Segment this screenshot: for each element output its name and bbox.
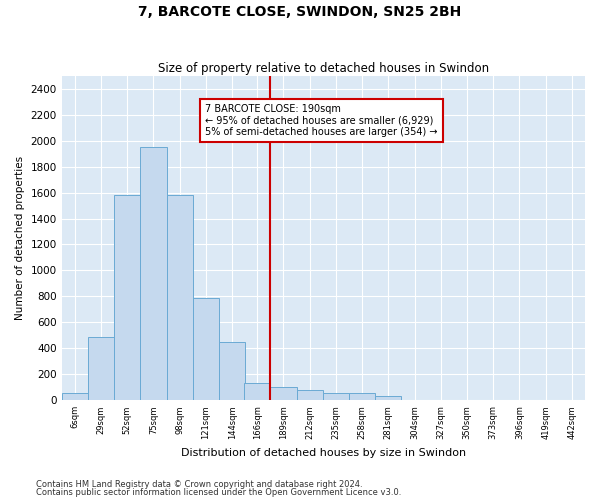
Bar [271,388,296,400]
Bar [167,195,193,400]
Text: 7, BARCOTE CLOSE, SWINDON, SN25 2BH: 7, BARCOTE CLOSE, SWINDON, SN25 2BH [139,5,461,19]
X-axis label: Distribution of detached houses by size in Swindon: Distribution of detached houses by size … [181,448,466,458]
Bar [323,393,349,400]
Bar [219,342,245,400]
Title: Size of property relative to detached houses in Swindon: Size of property relative to detached ho… [158,62,489,74]
Y-axis label: Number of detached properties: Number of detached properties [15,156,25,320]
Bar [296,390,323,400]
Bar [114,195,140,400]
Bar [375,396,401,400]
Bar [193,298,219,401]
Bar [244,383,271,400]
Text: Contains HM Land Registry data © Crown copyright and database right 2024.: Contains HM Land Registry data © Crown c… [36,480,362,489]
Text: Contains public sector information licensed under the Open Government Licence v3: Contains public sector information licen… [36,488,401,497]
Text: 7 BARCOTE CLOSE: 190sqm
← 95% of detached houses are smaller (6,929)
5% of semi-: 7 BARCOTE CLOSE: 190sqm ← 95% of detache… [205,104,438,138]
Bar [88,336,114,400]
Bar [62,393,88,400]
Bar [140,147,167,401]
Bar [349,393,375,400]
